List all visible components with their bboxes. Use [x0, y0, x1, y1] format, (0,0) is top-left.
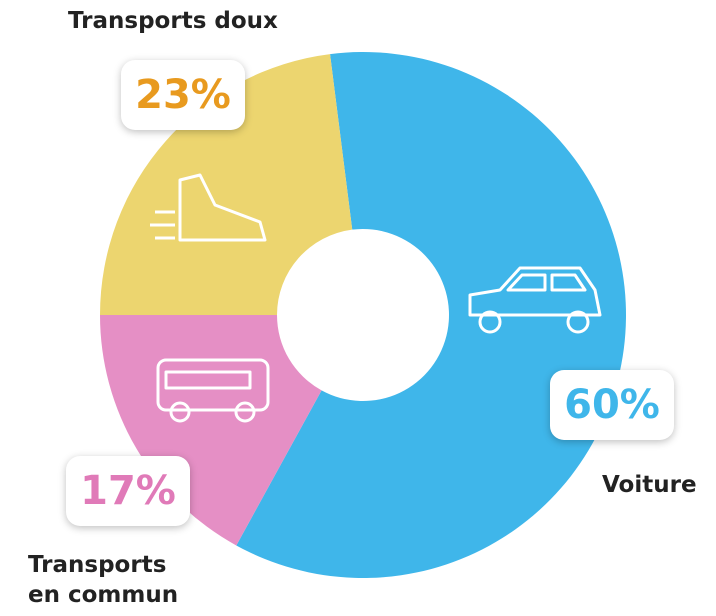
value-label: 17%	[66, 456, 190, 526]
value-label: 23%	[121, 60, 245, 130]
shoe-icon	[150, 173, 267, 242]
slice	[236, 51, 627, 578]
bus-icon	[156, 358, 270, 423]
icons	[150, 173, 602, 423]
car-icon	[468, 266, 602, 334]
value-label: 60%	[550, 370, 674, 440]
category-label: Transports en commun	[28, 552, 179, 608]
category-label: Voiture	[602, 472, 697, 498]
slice	[100, 54, 353, 316]
category-label: Transports doux	[68, 8, 278, 34]
slice	[100, 315, 322, 546]
